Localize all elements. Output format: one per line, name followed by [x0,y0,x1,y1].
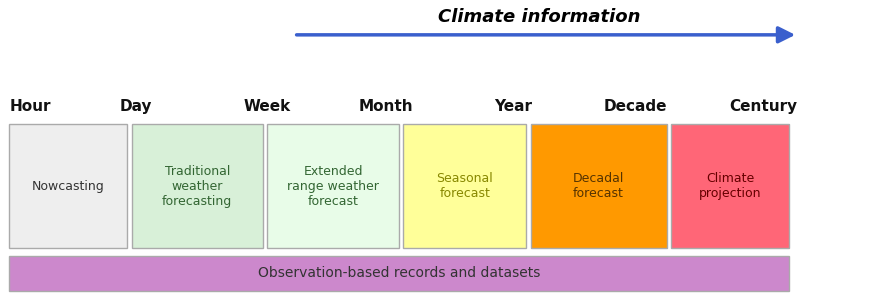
Bar [403,124,526,248]
Text: Decade: Decade [604,98,667,114]
Bar [9,256,789,291]
Text: Century: Century [729,98,797,114]
Bar [531,124,667,248]
Text: Nowcasting: Nowcasting [32,180,104,193]
Text: Seasonal
forecast: Seasonal forecast [437,172,493,200]
Text: Hour: Hour [10,98,52,114]
Text: Day: Day [119,98,153,114]
Text: Week: Week [244,98,291,114]
Text: Observation-based records and datasets: Observation-based records and datasets [258,266,540,281]
Text: Decadal
forecast: Decadal forecast [573,172,624,200]
Bar [267,124,399,248]
Text: Month: Month [359,98,413,114]
Text: Climate
projection: Climate projection [699,172,761,200]
Text: Year: Year [494,98,532,114]
Text: Climate information: Climate information [438,8,640,26]
Bar [9,124,127,248]
Text: Traditional
weather
forecasting: Traditional weather forecasting [162,165,232,208]
Bar [671,124,789,248]
Bar [132,124,263,248]
Text: Extended
range weather
forecast: Extended range weather forecast [288,165,379,208]
